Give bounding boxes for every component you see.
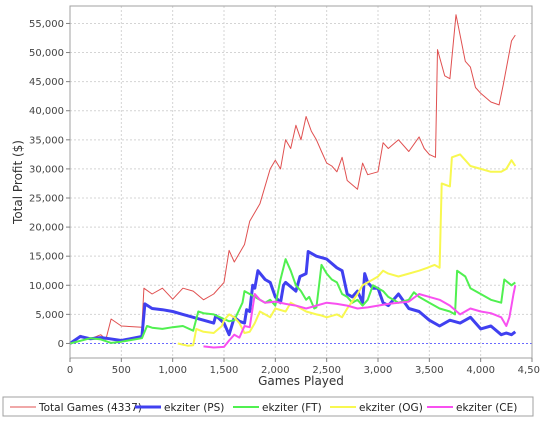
x-tick-label: 0 (67, 365, 73, 376)
x-tick-label: 2,000 (261, 365, 290, 376)
plot-frame (69, 5, 533, 359)
y-tick-label: 50,000 (29, 48, 64, 59)
legend-label-0: Total Games (4337) (38, 402, 142, 414)
x-tick-label: 1,500 (210, 365, 239, 376)
x-tick-label: 4,500 (518, 365, 540, 376)
y-tick-label: 55,000 (29, 19, 64, 30)
y-tick-label: 35,000 (29, 135, 64, 146)
series-line-2 (69, 258, 516, 345)
series-layer (69, 14, 517, 349)
series-line-0 (69, 14, 516, 344)
legend-label-4: ekziter (CE) (456, 402, 517, 414)
y-tick-label: 45,000 (29, 77, 64, 88)
x-tick-label: 1,000 (158, 365, 187, 376)
y-tick-label: 40,000 (29, 106, 64, 117)
legend-label-1: ekziter (PS) (164, 402, 224, 414)
x-axis-label: Games Played (258, 374, 344, 388)
legend: Total Games (4337) ekziter (PS) ekziter (F… (2, 396, 534, 417)
y-tick-label: 15,000 (29, 252, 64, 263)
y-tick-label: 25,000 (29, 194, 64, 205)
legend-label-2: ekziter (FT) (262, 402, 322, 414)
y-tick-label: 10,000 (29, 281, 64, 292)
series-line-3 (177, 153, 517, 347)
y-tick-label: 20,000 (29, 223, 64, 234)
y-axis-label: Total Profit ($) (11, 140, 25, 225)
series-line-4 (203, 285, 517, 349)
x-tick-label: 2,500 (312, 365, 341, 376)
legend-box (2, 396, 534, 417)
y-tick-label: 5,000 (35, 310, 64, 321)
x-tick-label: 3,000 (364, 365, 393, 376)
x-tick-label: 3,500 (415, 365, 444, 376)
y-tick-label: 0 (58, 339, 64, 350)
x-tick-label: 500 (112, 365, 131, 376)
x-tick-label: 4,000 (466, 365, 495, 376)
series-line-1 (69, 250, 517, 345)
axis-layer: 0 500 1,000 1,500 2,000 2,500 3,000 3,500 4,000 4… (29, 19, 540, 376)
y-tick-label: 30,000 (29, 164, 64, 175)
legend-label-3: ekziter (OG) (359, 402, 423, 414)
